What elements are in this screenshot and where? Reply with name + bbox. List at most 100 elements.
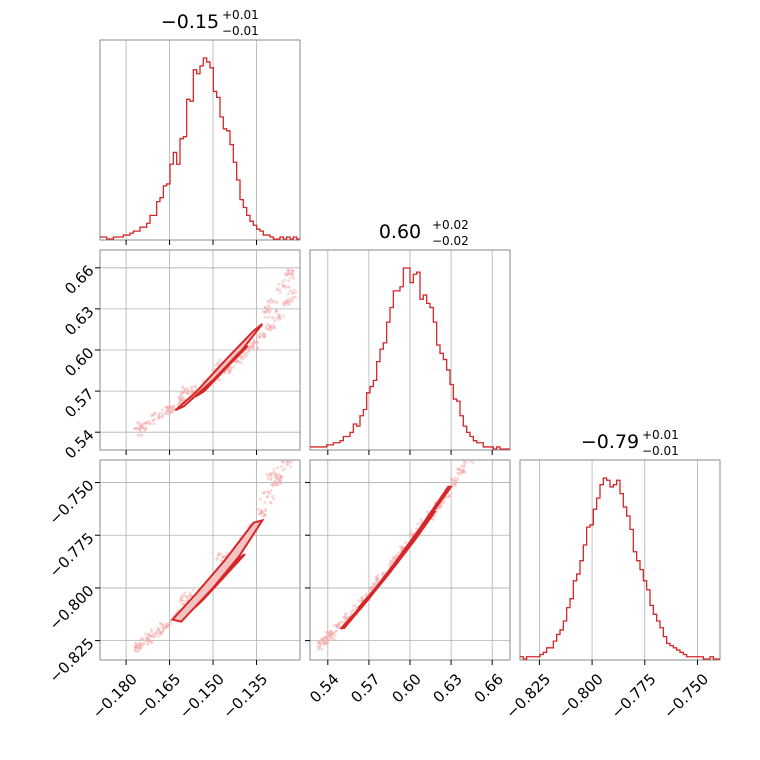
- sample-point: [134, 646, 137, 650]
- sample-point: [189, 594, 193, 598]
- title-value: −0.15: [161, 11, 219, 33]
- sample-point: [322, 643, 326, 647]
- sample-point: [324, 630, 328, 634]
- sample-point: [251, 341, 255, 345]
- sample-point: [189, 385, 193, 389]
- sample-point: [155, 629, 159, 633]
- x-tick-label: 0.60: [388, 670, 424, 706]
- sample-point: [257, 335, 261, 339]
- sample-point: [267, 300, 271, 304]
- sample-point: [138, 424, 142, 428]
- sample-point: [364, 594, 368, 597]
- sample-point: [283, 284, 287, 288]
- sample-point: [185, 387, 189, 391]
- sample-point: [450, 477, 454, 481]
- sample-point: [245, 353, 248, 357]
- sample-point: [164, 411, 168, 415]
- sample-point: [147, 420, 151, 423]
- sample-point: [145, 421, 149, 425]
- sample-point: [146, 640, 150, 644]
- sample-point: [236, 359, 240, 363]
- sample-point: [274, 300, 277, 304]
- sample-point: [289, 465, 293, 469]
- sample-point: [266, 308, 269, 312]
- sample-point: [179, 598, 183, 602]
- sample-point: [188, 392, 192, 396]
- sample-point: [144, 421, 148, 425]
- sample-point: [291, 269, 295, 273]
- sample-point: [135, 643, 139, 647]
- title-plus: +0.01: [642, 428, 679, 442]
- sample-point: [263, 310, 267, 314]
- sample-point: [167, 405, 170, 409]
- sample-point: [325, 634, 329, 638]
- sample-point: [360, 596, 364, 600]
- y-tick-label: 0.60: [61, 344, 97, 380]
- sample-point: [242, 353, 246, 357]
- sample-point: [162, 629, 165, 633]
- sample-point: [274, 481, 278, 485]
- sample-point: [452, 478, 455, 482]
- sample-point: [278, 318, 282, 321]
- sample-point: [229, 368, 233, 372]
- sample-point: [223, 370, 227, 374]
- x-tick-label: −0.825: [502, 670, 554, 722]
- sample-point: [400, 548, 403, 552]
- sample-point: [140, 425, 143, 429]
- sample-point: [163, 626, 167, 630]
- sample-point: [291, 274, 295, 278]
- sample-point: [216, 553, 220, 557]
- sample-point: [190, 388, 194, 392]
- y-tick-label: 0.54: [61, 426, 97, 462]
- sample-point: [326, 633, 330, 637]
- sample-point: [460, 471, 464, 475]
- sample-point: [288, 286, 291, 289]
- sample-point: [323, 641, 327, 645]
- sample-point: [454, 481, 458, 485]
- sample-point: [263, 310, 267, 314]
- sample-point: [272, 323, 276, 327]
- sample-point: [137, 423, 141, 426]
- sample-point: [391, 556, 395, 560]
- sample-point: [262, 335, 266, 339]
- title-plus: +0.01: [222, 8, 259, 22]
- sample-point: [284, 301, 288, 304]
- sample-point: [266, 477, 270, 481]
- sample-point: [142, 642, 146, 645]
- sample-point: [259, 512, 263, 515]
- sample-point: [191, 588, 195, 592]
- sample-point: [349, 612, 353, 615]
- sample-point: [292, 276, 296, 280]
- sample-point: [265, 307, 269, 311]
- sample-point: [330, 632, 334, 636]
- sample-point: [247, 347, 251, 351]
- sample-point: [268, 298, 272, 302]
- sample-point: [269, 472, 272, 476]
- sample-point: [360, 598, 364, 602]
- x-tick-label: −0.150: [176, 670, 228, 722]
- sample-point: [266, 305, 270, 309]
- sample-point: [390, 560, 394, 564]
- sample-point: [133, 645, 137, 649]
- sample-point: [240, 354, 243, 358]
- sample-point: [345, 617, 349, 621]
- sample-point: [437, 506, 441, 509]
- sample-point: [286, 271, 290, 275]
- sample-point: [293, 295, 297, 299]
- sample-point: [178, 398, 182, 402]
- sample-point: [282, 314, 285, 318]
- sample-point: [159, 622, 163, 626]
- sample-point: [241, 355, 244, 359]
- sample-point: [288, 461, 292, 465]
- sample-point: [165, 624, 169, 628]
- sample-point: [263, 513, 267, 517]
- sample-point: [369, 588, 373, 592]
- sample-point: [160, 630, 164, 634]
- y-tick-label: 0.66: [61, 262, 97, 298]
- sample-point: [369, 586, 373, 589]
- sample-point: [164, 405, 168, 409]
- sample-point: [263, 335, 266, 339]
- sample-point: [371, 586, 375, 590]
- panel-title: 0.60: [379, 221, 421, 243]
- contour-inner: [194, 553, 246, 608]
